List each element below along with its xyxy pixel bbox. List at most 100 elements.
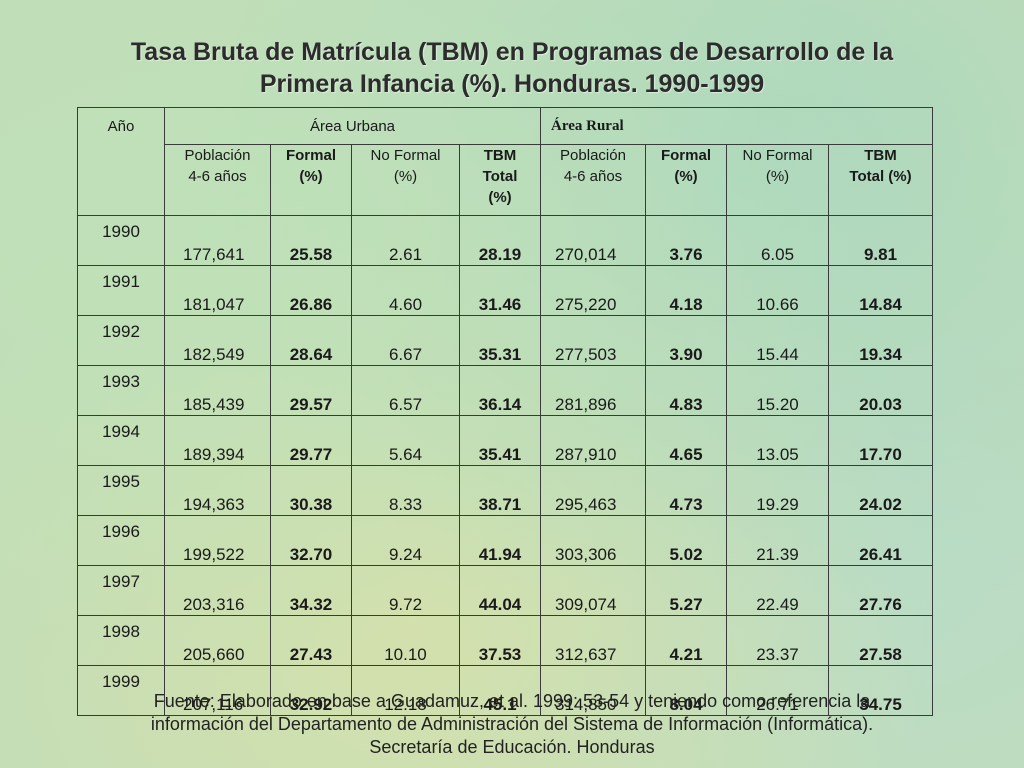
- cell-rural-population: 309,074: [540, 565, 646, 616]
- cell-rural-population: 277,503: [540, 315, 646, 366]
- cell-urban-no-formal: 12.18: [351, 665, 460, 716]
- cell-urban-tbm-total: 41.94: [459, 515, 541, 566]
- cell-urban-no-formal: 6.67: [351, 315, 460, 366]
- cell-urban-tbm-total: 28.19: [459, 215, 541, 266]
- cell-urban-population: 205,660: [164, 615, 271, 666]
- cell-year: 1997: [77, 565, 165, 616]
- cell-rural-tbm-total: 34.75: [827, 665, 934, 716]
- cell-rural-formal: 3.76: [645, 215, 727, 266]
- cell-rural-population: 295,463: [540, 465, 646, 516]
- cell-rural-tbm-total: 27.76: [827, 565, 934, 616]
- cell-rural-formal: 5.27: [645, 565, 727, 616]
- cell-urban-formal: 27.43: [270, 615, 352, 666]
- cell-year: 1990: [77, 215, 165, 266]
- cell-year: 1995: [77, 465, 165, 516]
- cell-urban-population: 199,522: [164, 515, 271, 566]
- cell-rural-no-formal: 21.39: [726, 515, 829, 566]
- cell-year: 1999: [77, 665, 165, 716]
- cell-urban-no-formal: 10.10: [351, 615, 460, 666]
- cell-rural-formal: 3.90: [645, 315, 727, 366]
- cell-rural-tbm-total: 20.03: [827, 365, 934, 416]
- cell-rural-no-formal: 15.20: [726, 365, 829, 416]
- cell-urban-formal: 29.57: [270, 365, 352, 416]
- subheader-urban-population: Población 4-6 años: [164, 144, 271, 216]
- cell-rural-no-formal: 23.37: [726, 615, 829, 666]
- cell-rural-formal: 5.02: [645, 515, 727, 566]
- header-year: Año: [77, 107, 165, 216]
- subheader-rural-formal: Formal (%): [645, 144, 727, 216]
- cell-rural-population: 312,637: [540, 615, 646, 666]
- cell-rural-no-formal: 6.05: [726, 215, 829, 266]
- table-row: 1994 189,394 29.77 5.64 35.41 287,910 4.65 13.0…: [77, 415, 934, 466]
- source-note: Fuente: Elaborado en base a Guadamuz, et…: [60, 690, 964, 759]
- cell-rural-tbm-total: 9.81: [827, 215, 934, 266]
- cell-urban-population: 194,363: [164, 465, 271, 516]
- table-row: 1992 182,549 28.64 6.67 35.31 277,503 3.90 15.4…: [77, 315, 934, 366]
- cell-urban-population: 182,549: [164, 315, 271, 366]
- source-line-1: Fuente: Elaborado en base a Guadamuz, et…: [153, 691, 871, 711]
- cell-rural-no-formal: 26.71: [726, 665, 829, 716]
- cell-rural-no-formal: 13.05: [726, 415, 829, 466]
- table-row: 1990 177,641 25.58 2.61 28.19 270,014 3.76 6.05…: [77, 215, 934, 266]
- cell-year: 1994: [77, 415, 165, 466]
- cell-urban-tbm-total: 35.31: [459, 315, 541, 366]
- source-line-2: información del Departamento de Administ…: [150, 714, 874, 734]
- table-body: 1990 177,641 25.58 2.61 28.19 270,014 3.76 6.05…: [77, 215, 934, 716]
- cell-rural-tbm-total: 24.02: [827, 465, 934, 516]
- subheader-urban-no-formal: No Formal (%): [351, 144, 460, 216]
- cell-rural-formal: 4.83: [645, 365, 727, 416]
- cell-urban-population: 207,116: [164, 665, 271, 716]
- cell-urban-formal: 28.64: [270, 315, 352, 366]
- cell-rural-formal: 8.04: [645, 665, 727, 716]
- subheader-rural-tbm-total: TBM Total (%): [827, 144, 934, 216]
- cell-urban-no-formal: 9.72: [351, 565, 460, 616]
- title-line-1: Tasa Bruta de Matrícula (TBM) en Program…: [130, 38, 894, 66]
- cell-urban-no-formal: 9.24: [351, 515, 460, 566]
- cell-year: 1992: [77, 315, 165, 366]
- table-row: 1993 185,439 29.57 6.57 36.14 281,896 4.83 15.2…: [77, 365, 934, 416]
- cell-urban-no-formal: 2.61: [351, 215, 460, 266]
- cell-rural-tbm-total: 17.70: [827, 415, 934, 466]
- cell-urban-formal: 34.32: [270, 565, 352, 616]
- table-row: 1991 181,047 26.86 4.60 31.46 275,220 4.18 10.6…: [77, 265, 934, 316]
- cell-urban-no-formal: 6.57: [351, 365, 460, 416]
- cell-urban-formal: 30.38: [270, 465, 352, 516]
- cell-urban-no-formal: 4.60: [351, 265, 460, 316]
- cell-urban-tbm-total: 38.71: [459, 465, 541, 516]
- table-subheader-row: Población 4-6 años Formal (%) No Formal …: [78, 144, 934, 216]
- cell-rural-tbm-total: 27.58: [827, 615, 934, 666]
- source-line-3: Secretaría de Educación. Honduras: [369, 737, 655, 757]
- header-rural-area: Área Rural: [539, 107, 934, 145]
- cell-rural-population: 275,220: [540, 265, 646, 316]
- cell-year: 1993: [77, 365, 165, 416]
- cell-urban-formal: 32.70: [270, 515, 352, 566]
- cell-urban-population: 189,394: [164, 415, 271, 466]
- cell-year: 1998: [77, 615, 165, 666]
- subheader-rural-population: Población 4-6 años: [540, 144, 646, 216]
- cell-rural-formal: 4.65: [645, 415, 727, 466]
- cell-rural-no-formal: 22.49: [726, 565, 829, 616]
- cell-urban-tbm-total: 31.46: [459, 265, 541, 316]
- subheader-urban-tbm-total: TBM Total (%): [459, 144, 541, 216]
- cell-rural-population: 270,014: [540, 215, 646, 266]
- header-urban-area: Área Urbana: [164, 107, 541, 145]
- cell-rural-population: 303,306: [540, 515, 646, 566]
- cell-rural-formal: 4.73: [645, 465, 727, 516]
- cell-urban-population: 177,641: [164, 215, 271, 266]
- cell-urban-tbm-total: 44.04: [459, 565, 541, 616]
- subheader-rural-no-formal: No Formal (%): [726, 144, 829, 216]
- title-line-2: Primera Infancia (%). Honduras. 1990-199…: [259, 70, 765, 98]
- table-header-row: Año Área Urbana Área Rural: [77, 107, 934, 216]
- cell-rural-population: 281,896: [540, 365, 646, 416]
- cell-urban-tbm-total: 37.53: [459, 615, 541, 666]
- cell-urban-no-formal: 5.64: [351, 415, 460, 466]
- cell-year: 1991: [77, 265, 165, 316]
- cell-urban-no-formal: 8.33: [351, 465, 460, 516]
- cell-urban-population: 181,047: [164, 265, 271, 316]
- cell-rural-formal: 4.21: [645, 615, 727, 666]
- enrollment-table: Año Área Urbana Área Rural Población 4-6…: [77, 107, 934, 716]
- cell-urban-tbm-total: 36.14: [459, 365, 541, 416]
- cell-urban-formal: 25.58: [270, 215, 352, 266]
- cell-rural-formal: 4.18: [645, 265, 727, 316]
- cell-rural-tbm-total: 19.34: [827, 315, 934, 366]
